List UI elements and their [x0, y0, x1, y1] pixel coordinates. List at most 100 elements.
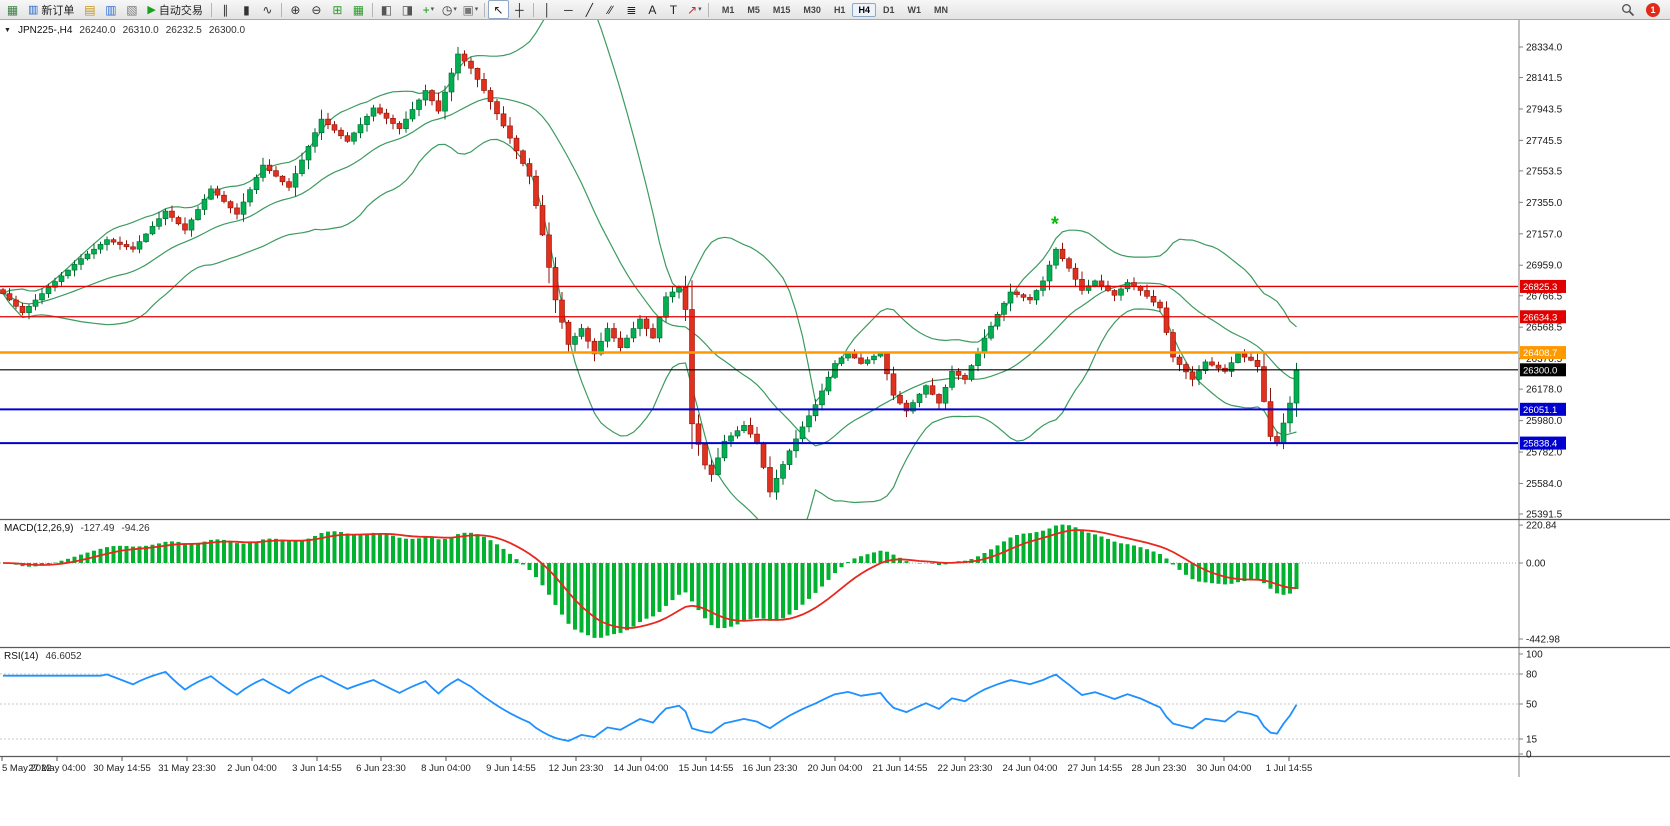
zoom-in-icon[interactable]: ⊕: [285, 0, 306, 19]
rsi-line: [3, 670, 1298, 742]
notification-badge[interactable]: 1: [1646, 2, 1660, 17]
chart-window-icon[interactable]: ▦: [2, 0, 23, 19]
text-icon-glyph: A: [648, 2, 657, 17]
timeframe-m30[interactable]: M30: [803, 4, 821, 15]
chevron-down-icon: ▾: [474, 5, 479, 13]
svg-text:26300.0: 26300.0: [1523, 365, 1557, 376]
cursor-icon-glyph: ↖: [493, 2, 504, 17]
periods-clock-icon[interactable]: ◷ ▾: [439, 0, 460, 19]
svg-text:0.00: 0.00: [1526, 559, 1546, 570]
tile-windows-icon[interactable]: ⊞: [327, 0, 348, 19]
horizontal-line-icon[interactable]: ─: [558, 0, 579, 19]
timeframe-h1[interactable]: H1: [833, 4, 846, 15]
timeframe-m5[interactable]: M5: [747, 4, 760, 15]
crosshair-icon[interactable]: ┼: [509, 0, 530, 19]
new-order-button[interactable]: ▥ 新订单: [23, 1, 79, 18]
zoom-in-icon-glyph: ⊕: [290, 2, 301, 17]
macd-signal-line: [2, 529, 1297, 630]
svg-text:1 Jul 14:55: 1 Jul 14:55: [1266, 763, 1312, 774]
new-order-button-label: 新订单: [41, 4, 75, 17]
toolbar-separator: [483, 2, 485, 17]
svg-text:6 Jun 23:30: 6 Jun 23:30: [356, 763, 406, 774]
price-tag: [1520, 279, 1566, 293]
svg-text:100: 100: [1526, 650, 1543, 661]
svg-text:27553.5: 27553.5: [1526, 166, 1563, 177]
bollinger-band: [2, 138, 1297, 519]
fibonacci-icon[interactable]: ≣: [621, 0, 642, 19]
svg-text:-442.98: -442.98: [1526, 635, 1560, 646]
templates-icon-glyph: ▣: [462, 2, 474, 17]
text-label-icon[interactable]: T: [663, 0, 684, 19]
timeframe-m15[interactable]: M15: [772, 4, 791, 15]
profiles-icon[interactable]: ▤: [79, 0, 100, 19]
tile-windows-icon-glyph: ⊞: [332, 2, 343, 17]
svg-text:25838.4: 25838.4: [1523, 439, 1557, 450]
svg-text:5 May 2022: 5 May 2022: [2, 763, 52, 774]
bar-chart-icon[interactable]: ∥: [215, 0, 236, 19]
svg-text:27 May 04:00: 27 May 04:00: [28, 763, 86, 774]
svg-text:80: 80: [1526, 670, 1538, 681]
toolbar-separator: [707, 2, 709, 17]
timeframe-m1[interactable]: M1: [721, 4, 735, 15]
autotrading-button[interactable]: ▶ 自动交易: [142, 1, 207, 18]
svg-text:26568.5: 26568.5: [1526, 323, 1563, 334]
fibonacci-icon-glyph: ≣: [626, 2, 637, 17]
arrow-shapes-icon[interactable]: ↗ ▾: [684, 0, 705, 19]
svg-text:14 Jun 04:00: 14 Jun 04:00: [614, 763, 669, 774]
svg-text:30 Jun 04:00: 30 Jun 04:00: [1197, 763, 1252, 774]
svg-text:28141.5: 28141.5: [1526, 73, 1563, 84]
timeframe-d1[interactable]: D1: [882, 4, 895, 15]
price-axis[interactable]: 28334.0 28141.5 27943.5 27745.5 27553.5 27355…: [1518, 20, 1566, 777]
market-watch-icon[interactable]: ▥: [100, 0, 121, 19]
candlestick-chart-icon[interactable]: ▮: [236, 0, 257, 19]
rsi-panel[interactable]: [0, 670, 1518, 742]
trendline-icon-glyph: ╱: [585, 2, 593, 17]
svg-text:25391.5: 25391.5: [1526, 510, 1563, 521]
channel-icon[interactable]: ∕∕: [600, 0, 621, 19]
zoom-out-icon-glyph: ⊖: [311, 2, 322, 17]
svg-text:28334.0: 28334.0: [1526, 43, 1563, 54]
svg-text:220.84: 220.84: [1526, 521, 1557, 532]
svg-text:27745.5: 27745.5: [1526, 136, 1563, 147]
timeframe-mn[interactable]: MN: [933, 4, 948, 15]
bollinger-band: [2, 97, 1297, 447]
price-tag: [1520, 436, 1566, 450]
svg-text:0: 0: [1526, 750, 1532, 761]
search-icon[interactable]: [1617, 0, 1638, 19]
svg-text:9 Jun 14:55: 9 Jun 14:55: [486, 763, 536, 774]
vertical-line-icon[interactable]: │: [537, 0, 558, 19]
cursor-icon[interactable]: ↖: [487, 0, 509, 19]
svg-text:22 Jun 23:30: 22 Jun 23:30: [938, 763, 993, 774]
price-panel[interactable]: *: [0, 20, 1300, 550]
arrange-horizontal-icon[interactable]: ◧: [376, 0, 397, 19]
svg-text:25584.0: 25584.0: [1526, 479, 1563, 490]
chart-canvas[interactable]: * 28334.0 28141.5 27943.5 27745.5 27553.5 2735…: [0, 20, 1670, 826]
svg-text:21 Jun 14:55: 21 Jun 14:55: [873, 763, 928, 774]
arrange-vertical-icon[interactable]: ◨: [397, 0, 418, 19]
zoom-out-icon[interactable]: ⊖: [306, 0, 327, 19]
svg-text:27355.0: 27355.0: [1526, 198, 1563, 209]
autotrading-glyph: ▶: [147, 4, 156, 16]
data-table-icon[interactable]: ▦: [348, 0, 369, 19]
svg-text:15 Jun 14:55: 15 Jun 14:55: [679, 763, 734, 774]
chevron-down-icon: ▾: [698, 5, 702, 13]
indicators-add-icon-glyph: +: [422, 2, 430, 17]
timeframe-w1[interactable]: W1: [907, 4, 921, 15]
macd-panel[interactable]: [0, 524, 1518, 638]
chart-area[interactable]: * 28334.0 28141.5 27943.5 27745.5 27553.5 2735…: [0, 20, 1670, 826]
line-chart-icon[interactable]: ∿: [257, 0, 278, 19]
timeframe-h4[interactable]: H4: [852, 2, 876, 17]
svg-text:15: 15: [1526, 735, 1538, 746]
toolbar-separator: [371, 2, 373, 17]
trendline-icon[interactable]: ╱: [579, 0, 600, 19]
bar-chart-icon-glyph: ∥: [222, 2, 229, 17]
svg-text:31 May 23:30: 31 May 23:30: [158, 763, 216, 774]
templates-icon[interactable]: ▣ ▾: [460, 0, 481, 19]
svg-text:26634.3: 26634.3: [1523, 312, 1557, 323]
magnifier-glyph: [1621, 3, 1634, 16]
svg-text:26051.1: 26051.1: [1523, 405, 1557, 416]
indicators-add-icon[interactable]: + ▾: [418, 0, 439, 19]
data-window-icon[interactable]: ▧: [121, 0, 142, 19]
text-icon[interactable]: A: [642, 0, 663, 19]
